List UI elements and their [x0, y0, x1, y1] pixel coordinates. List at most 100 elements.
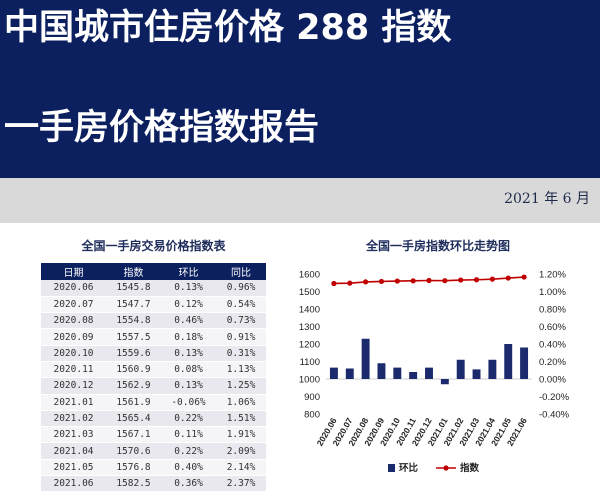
cell-mom: 0.36%	[161, 475, 216, 492]
legend-line-label: 指数	[460, 462, 480, 474]
bar-mom-2020.08	[361, 338, 370, 379]
cell-yoy: 1.25%	[216, 377, 266, 395]
table-row: 2020.10 1559.6 0.13% 0.31%	[41, 345, 266, 362]
point-index-2020.09	[378, 278, 385, 285]
left-axis-tick-label: 1300	[299, 322, 320, 333]
table-title: 全国一手房交易价格指数表	[81, 239, 226, 253]
right-axis-tick-label: -0.40%	[539, 410, 570, 421]
cell-date: 2021.06	[41, 475, 106, 492]
cell-mom: 0.13%	[161, 280, 216, 297]
left-axis-tick-label: 1400	[299, 305, 320, 316]
cell-index: 1557.5	[106, 328, 161, 346]
point-index-2020.10	[394, 278, 400, 284]
bar-mom-2021.01	[440, 379, 449, 385]
cell-index: 1547.7	[106, 296, 161, 314]
cell-mom: 0.22%	[161, 442, 216, 460]
bar-mom-2021.04	[488, 359, 497, 379]
cell-date: 2021.05	[41, 459, 106, 477]
left-axis-tick-label: 1000	[299, 375, 320, 386]
table-row: 2021.05 1576.8 0.40% 2.14%	[41, 459, 266, 477]
right-axis-tick-label: 0.20%	[539, 357, 566, 368]
legend-bar-swatch	[388, 464, 395, 472]
bar-mom-2020.09	[377, 363, 386, 379]
cell-date: 2021.01	[41, 394, 106, 411]
table-row: 2021.04 1570.6 0.22% 2.09%	[41, 442, 266, 460]
cell-date: 2020.07	[41, 296, 106, 314]
cell-index: 1567.1	[106, 426, 161, 444]
bar-mom-2021.06	[520, 347, 529, 379]
table-row: 2021.02 1565.4 0.22% 1.51%	[41, 410, 266, 428]
cell-date: 2021.04	[41, 442, 106, 460]
point-index-2020.12	[426, 277, 432, 284]
right-axis-tick-label: 0.40%	[539, 340, 566, 351]
legend-line-marker	[443, 465, 449, 471]
point-index-2021.02	[458, 277, 464, 283]
table-body: 2020.06 1545.8 0.13% 0.96% 2020.07 1547.7 0.12…	[41, 280, 266, 492]
point-index-2020.07	[347, 280, 353, 286]
cell-mom: 0.46%	[161, 312, 216, 330]
table-row: 2020.12 1562.9 0.13% 1.25%	[41, 377, 266, 395]
price-index-table: 日期 指数 环比 同比 2020.06 1545.8 0.13% 0.96% 2020.…	[41, 263, 266, 492]
price-index-table-panel: 全国一手房交易价格指数表 日期 指数 环比 同比 2020.06 1545.8 0.…	[41, 231, 266, 492]
cell-yoy: 0.54%	[216, 296, 266, 314]
right-axis-tick-label: 0.80%	[539, 305, 566, 316]
point-index-2020.11	[410, 278, 416, 284]
left-axis-tick-label: 1200	[299, 340, 320, 351]
bar-mom-2020.12	[425, 367, 433, 379]
bar-mom-2021.05	[504, 344, 513, 379]
cell-index: 1559.6	[106, 345, 161, 362]
cell-date: 2021.02	[41, 410, 106, 428]
cell-index: 1565.4	[106, 410, 161, 428]
cell-date: 2020.06	[41, 280, 106, 297]
cell-date: 2020.12	[41, 377, 106, 395]
bar-mom-2020.06	[329, 367, 338, 379]
chart-title: 全国一手房指数环比走势图	[365, 239, 510, 253]
cell-mom: 0.40%	[161, 459, 216, 477]
cell-index: 1560.9	[106, 361, 161, 379]
cell-index: 1570.6	[106, 442, 161, 460]
cell-mom: 0.13%	[161, 377, 216, 395]
point-index-2021.05	[505, 275, 511, 281]
right-axis-tick-label: 0.00%	[539, 375, 566, 386]
cell-yoy: 0.96%	[216, 280, 266, 297]
cell-index: 1576.8	[106, 459, 161, 477]
bar-mom-2021.02	[456, 359, 465, 379]
column-header-date: 日期	[41, 263, 106, 280]
right-axis-tick-label: 1.20%	[539, 270, 566, 281]
right-axis-tick-label: 0.60%	[539, 322, 566, 333]
point-index-2021.04	[489, 276, 495, 282]
column-header-index: 指数	[106, 263, 161, 280]
cell-yoy: 2.37%	[216, 475, 266, 492]
left-axis-tick-label: 1100	[300, 357, 320, 368]
table-row: 2021.01 1561.9 -0.06% 1.06%	[41, 394, 266, 411]
cell-date: 2020.11	[41, 361, 106, 379]
cell-mom: 0.11%	[161, 426, 216, 444]
header-banner: 中国城市住房价格 288 指数 一手房价格指数报告	[0, 0, 600, 178]
left-axis-tick-label: 800	[304, 410, 320, 421]
cell-yoy: 1.91%	[216, 426, 266, 444]
table-row: 2021.03 1567.1 0.11% 1.91%	[41, 426, 266, 444]
cell-yoy: 0.31%	[216, 345, 266, 362]
right-axis-tick-label: 1.00%	[539, 287, 566, 298]
cell-index: 1545.8	[106, 280, 161, 297]
left-axis-tick-label: 1600	[299, 270, 320, 281]
right-axis-tick-label: -0.20%	[539, 392, 570, 403]
point-index-2021.06	[521, 274, 527, 280]
table-row: 2020.09 1557.5 0.18% 0.91%	[41, 328, 266, 346]
cell-yoy: 2.09%	[216, 442, 266, 460]
cell-date: 2021.03	[41, 426, 106, 444]
table-row: 2020.07 1547.7 0.12% 0.54%	[41, 296, 266, 314]
point-index-2021.01	[442, 278, 448, 284]
cell-yoy: 1.51%	[216, 410, 266, 428]
cell-index: 1562.9	[106, 377, 161, 395]
cell-mom: 0.18%	[161, 328, 216, 346]
cell-date: 2020.08	[41, 312, 106, 330]
report-date: 2021 年 6 月	[504, 191, 590, 207]
report-subtitle: 一手房价格指数报告	[4, 108, 320, 148]
cell-index: 1554.8	[106, 312, 161, 330]
legend-bar-label: 环比	[399, 462, 419, 474]
left-axis-tick-label: 1500	[299, 287, 320, 298]
cell-mom: 0.22%	[161, 410, 216, 428]
column-header-mom: 环比	[161, 263, 216, 280]
cell-yoy: 0.73%	[216, 312, 266, 330]
